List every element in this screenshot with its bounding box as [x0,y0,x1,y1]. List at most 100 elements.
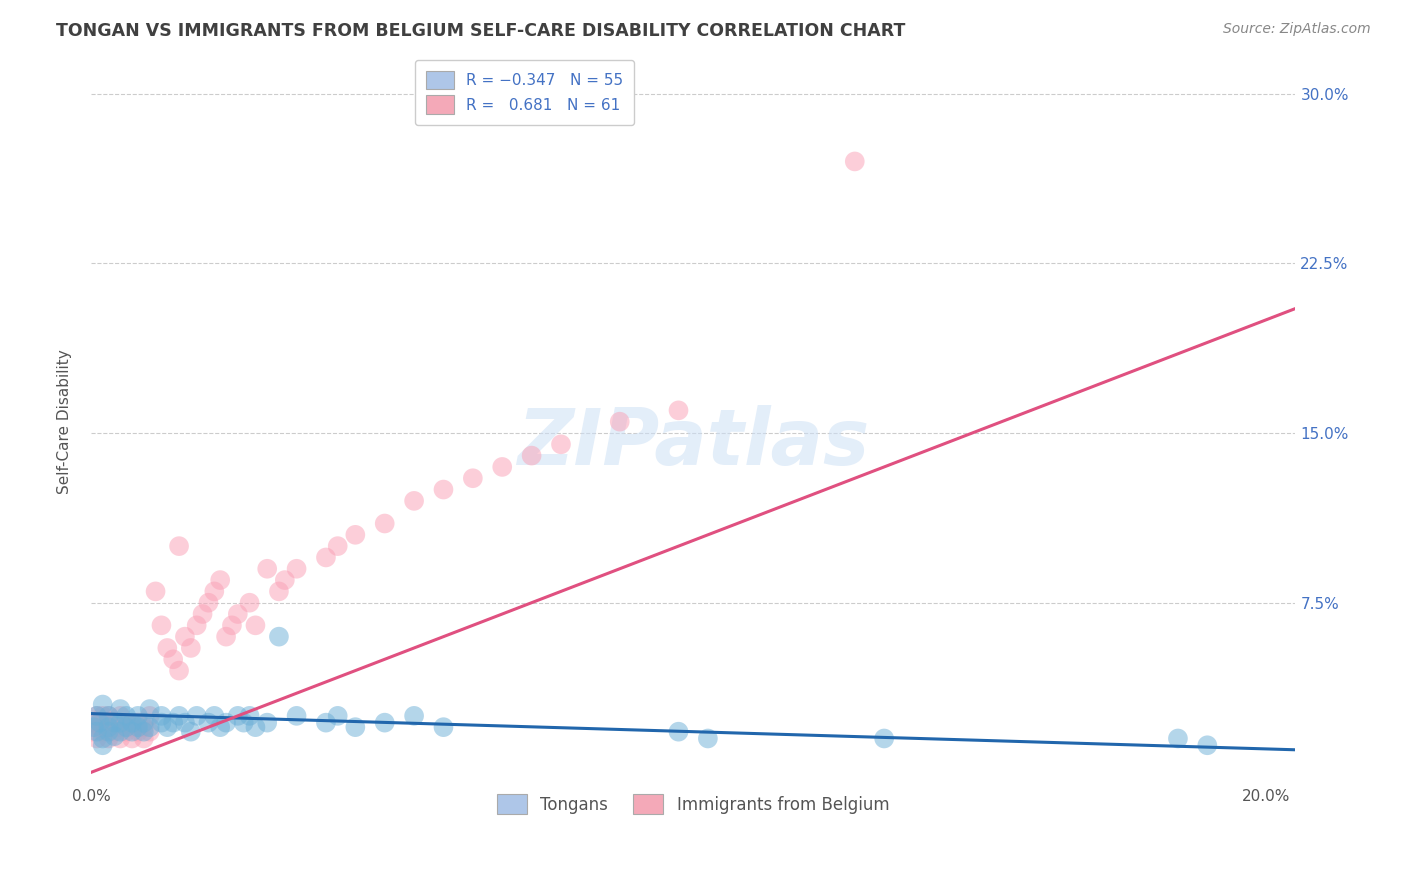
Point [86,709,108,723]
Point [91,709,114,723]
Point [132,731,155,746]
Y-axis label: Self-Care Disability: Self-Care Disability [58,350,72,494]
Point [873,731,896,746]
Point [132,715,155,730]
Point [91,715,114,730]
Point [138,702,160,716]
Point [97,720,120,734]
Point [239,709,262,723]
Point [267,584,290,599]
Point [115,720,138,734]
Legend: Tongans, Immigrants from Belgium: Tongans, Immigrants from Belgium [485,782,901,826]
Point [197,596,219,610]
Point [267,630,290,644]
Point [1197,738,1219,752]
Point [197,715,219,730]
Point [127,720,149,734]
Point [89,720,111,734]
Point [221,618,243,632]
Point [97,720,120,734]
Point [121,731,143,746]
Point [668,724,690,739]
Point [110,709,132,723]
Point [156,720,179,734]
Point [121,724,143,739]
Point [520,449,543,463]
Point [145,584,167,599]
Point [404,494,426,508]
Point [432,720,454,734]
Point [174,630,197,644]
Point [103,715,125,730]
Point [404,709,426,723]
Point [110,702,132,716]
Point [162,652,184,666]
Point [115,709,138,723]
Point [150,715,173,730]
Point [162,715,184,730]
Point [167,664,190,678]
Point [374,715,396,730]
Point [226,607,249,621]
Point [91,724,114,739]
Point [232,715,254,730]
Text: TONGAN VS IMMIGRANTS FROM BELGIUM SELF-CARE DISABILITY CORRELATION CHART: TONGAN VS IMMIGRANTS FROM BELGIUM SELF-C… [56,22,905,40]
Point [110,724,132,739]
Point [86,724,108,739]
Point [609,415,631,429]
Point [167,539,190,553]
Point [167,709,190,723]
Point [115,715,138,730]
Point [138,720,160,734]
Point [103,729,125,743]
Point [326,539,349,553]
Point [491,459,513,474]
Point [174,715,197,730]
Point [91,738,114,752]
Point [326,709,349,723]
Point [103,724,125,739]
Point [127,715,149,730]
Point [132,720,155,734]
Point [103,715,125,730]
Point [344,528,367,542]
Point [186,709,208,723]
Point [245,618,267,632]
Point [132,724,155,739]
Point [180,724,202,739]
Point [121,715,143,730]
Point [83,720,105,734]
Point [202,584,225,599]
Point [215,630,238,644]
Point [461,471,484,485]
Point [150,618,173,632]
Point [115,724,138,739]
Point [668,403,690,417]
Point [315,550,337,565]
Point [344,720,367,734]
Point [202,709,225,723]
Point [86,731,108,746]
Point [226,709,249,723]
Point [150,709,173,723]
Point [138,709,160,723]
Point [82,724,104,739]
Point [138,724,160,739]
Point [110,731,132,746]
Point [215,715,238,730]
Text: ZIPatlas: ZIPatlas [517,405,869,482]
Point [97,724,120,739]
Point [256,715,278,730]
Point [110,720,132,734]
Point [180,640,202,655]
Point [274,573,297,587]
Point [97,731,120,746]
Text: Source: ZipAtlas.com: Source: ZipAtlas.com [1223,22,1371,37]
Point [285,562,308,576]
Point [186,618,208,632]
Point [86,709,108,723]
Point [91,698,114,712]
Point [91,731,114,746]
Point [156,640,179,655]
Point [97,709,120,723]
